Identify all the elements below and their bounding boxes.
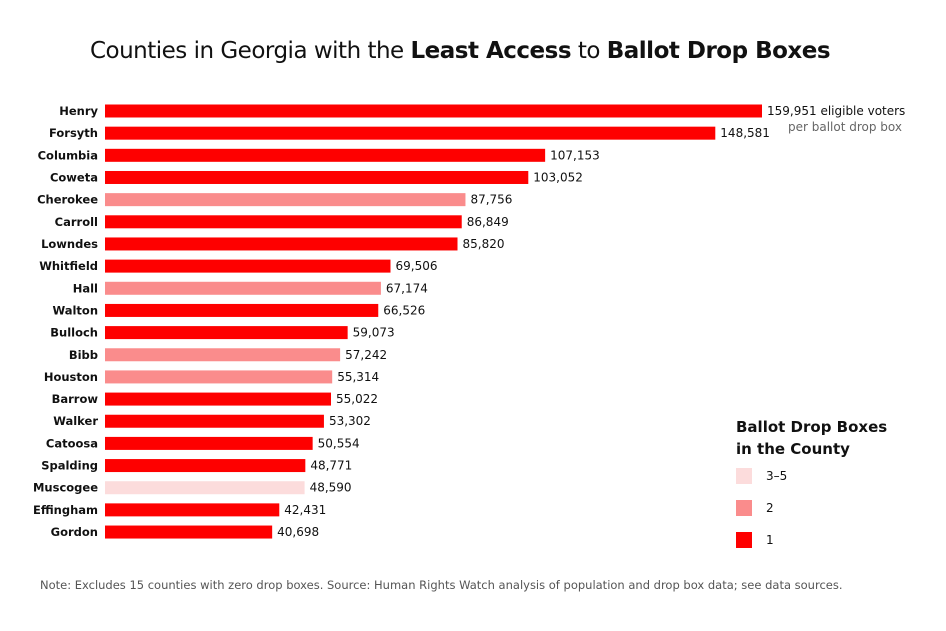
category-label: Gordon [51, 525, 98, 539]
bar-walker [105, 414, 324, 428]
category-label: Coweta [50, 170, 98, 184]
legend-swatch [736, 532, 752, 548]
value-label: 42,431 [284, 503, 326, 517]
legend-item-2: 2 [736, 500, 774, 516]
value-label: 57,242 [345, 348, 387, 362]
value-label: 67,174 [386, 281, 428, 295]
legend-swatch [736, 468, 752, 484]
bar-muscogee [105, 481, 305, 495]
legend-item-3-5: 3–5 [736, 468, 787, 484]
bar-coweta [105, 170, 529, 184]
category-label: Forsyth [49, 126, 98, 140]
value-label: 69,506 [395, 259, 437, 273]
value-label: 50,554 [318, 436, 360, 450]
category-label: Catoosa [46, 436, 98, 450]
bar-effingham [105, 503, 280, 517]
category-label: Cherokee [37, 193, 98, 207]
legend-label: 1 [766, 533, 774, 547]
category-label: Whitfield [39, 259, 98, 273]
legend-title-line-2: in the County [736, 440, 850, 458]
bar-whitfield [105, 259, 391, 273]
category-label: Spalding [41, 459, 98, 473]
category-label: Walton [52, 303, 98, 317]
value-label: 148,581 [720, 126, 770, 140]
category-label: Houston [44, 370, 98, 384]
bar-cherokee [105, 193, 466, 207]
category-label: Columbia [38, 148, 98, 162]
bar-walton [105, 303, 379, 317]
title-prefix: Counties in Georgia with the [89, 38, 411, 64]
value-label: 66,526 [383, 303, 425, 317]
bar-forsyth [105, 126, 716, 140]
chart-title: Counties in Georgia with the Least Acces… [0, 38, 920, 64]
category-label: Effingham [33, 503, 98, 517]
bar-spalding [105, 459, 306, 473]
category-label: Walker [53, 414, 98, 428]
category-label: Bibb [69, 348, 98, 362]
bar-columbia [105, 148, 546, 162]
bar-gordon [105, 525, 273, 539]
legend-title-line-1: Ballot Drop Boxes [736, 418, 888, 436]
value-label: 48,771 [310, 459, 352, 473]
value-label: 87,756 [470, 193, 512, 207]
value-label: 53,302 [329, 414, 371, 428]
category-label: Hall [73, 281, 98, 295]
bar-hall [105, 281, 381, 295]
category-label: Lowndes [41, 237, 98, 251]
value-label: 159,951 eligible voters [767, 104, 905, 118]
value-label: 48,590 [310, 481, 352, 495]
legend-title: Ballot Drop Boxes in the County [736, 416, 887, 460]
category-label: Carroll [55, 215, 98, 229]
legend-label: 2 [766, 501, 774, 515]
legend-label: 3–5 [766, 469, 788, 483]
category-label: Bulloch [50, 326, 98, 340]
bar-bibb [105, 348, 341, 362]
legend-item-1: 1 [736, 532, 774, 548]
legend-swatch [736, 500, 752, 516]
value-label: 103,052 [533, 170, 583, 184]
value-label: 107,153 [550, 148, 600, 162]
bar-lowndes [105, 237, 458, 251]
value-label: 86,849 [467, 215, 509, 229]
category-label: Henry [59, 104, 98, 118]
bar-henry [105, 104, 762, 118]
title-mid: to [571, 38, 607, 64]
footnote: Note: Excludes 15 counties with zero dro… [40, 578, 843, 592]
bar-catoosa [105, 436, 313, 450]
value-label: 59,073 [353, 326, 395, 340]
bar-bulloch [105, 326, 348, 340]
bar-carroll [105, 215, 462, 229]
title-bold-1: Least Access [410, 38, 572, 64]
value-unit-label: per ballot drop box [788, 120, 902, 134]
category-label: Barrow [52, 392, 99, 406]
value-label: 55,314 [337, 370, 379, 384]
title-bold-2: Ballot Drop Boxes [606, 38, 831, 64]
bar-houston [105, 370, 333, 384]
bar-barrow [105, 392, 332, 406]
value-label: 55,022 [336, 392, 378, 406]
category-label: Muscogee [33, 481, 98, 495]
value-label: 85,820 [463, 237, 505, 251]
value-label: 40,698 [277, 525, 319, 539]
